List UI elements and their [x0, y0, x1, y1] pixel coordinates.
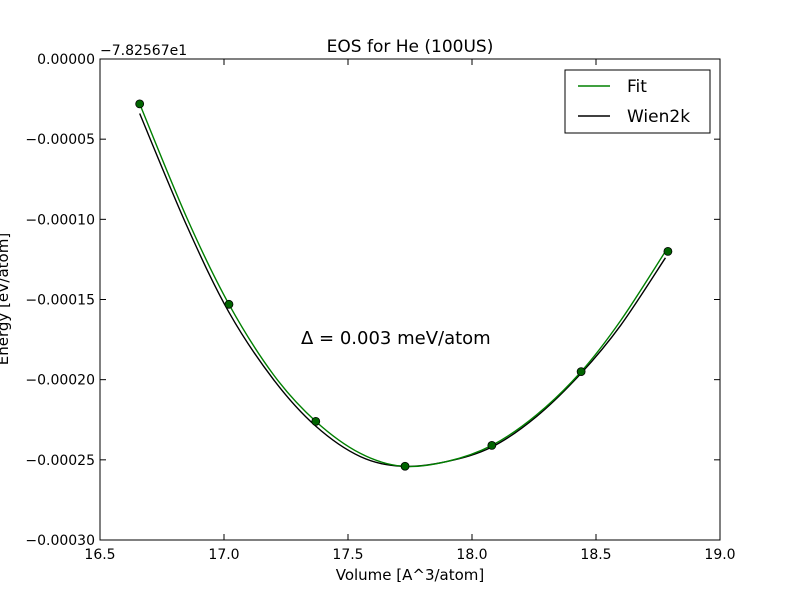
y-tick-label: −0.00025	[25, 453, 95, 469]
x-tick-label: 18.5	[580, 547, 611, 563]
legend: Fit Wien2k	[564, 69, 711, 134]
y-tick-label: −0.00020	[25, 373, 95, 389]
data-point-marker	[311, 416, 321, 426]
y-axis-ticks: 0.00000 −0.00005 −0.00010 −0.00015 −0.00020 −…	[25, 52, 720, 549]
y-tick-label: −0.00005	[25, 132, 95, 148]
legend-label-fit: Fit	[627, 77, 647, 97]
x-tick-label: 18.0	[456, 547, 487, 563]
legend-box	[564, 69, 711, 134]
legend-label-wien2k: Wien2k	[627, 107, 690, 127]
data-point-marker	[135, 99, 145, 109]
x-tick-label: 19.0	[704, 547, 735, 563]
x-tick-label: 16.5	[84, 547, 115, 563]
data-point-marker	[663, 246, 673, 256]
series-layer	[135, 99, 673, 471]
x-axis-ticks: 16.5 17.0 17.5 18.0 18.5 19.0	[84, 59, 736, 563]
plot-area	[99, 58, 721, 541]
y-tick-label: −0.00010	[25, 212, 95, 228]
x-tick-label: 17.5	[332, 547, 363, 563]
data-point-marker	[576, 367, 586, 377]
data-point-marker	[224, 299, 234, 309]
y-tick-label: 0.00000	[37, 52, 95, 68]
y-axis-label: Energy [eV/atom]	[0, 233, 12, 365]
delta-annotation: Δ = 0.003 meV/atom	[301, 328, 491, 349]
x-tick-label: 17.0	[208, 547, 239, 563]
y-tick-label: −0.00015	[25, 293, 95, 309]
data-point-marker	[487, 441, 497, 450]
y-offset-label: −7.82567e1	[100, 43, 187, 59]
data-point-marker	[400, 461, 410, 471]
chart-title: EOS for He (100US)	[327, 37, 494, 57]
y-tick-label: −0.00030	[25, 533, 95, 549]
x-axis-label: Volume [A^3/atom]	[336, 566, 485, 584]
